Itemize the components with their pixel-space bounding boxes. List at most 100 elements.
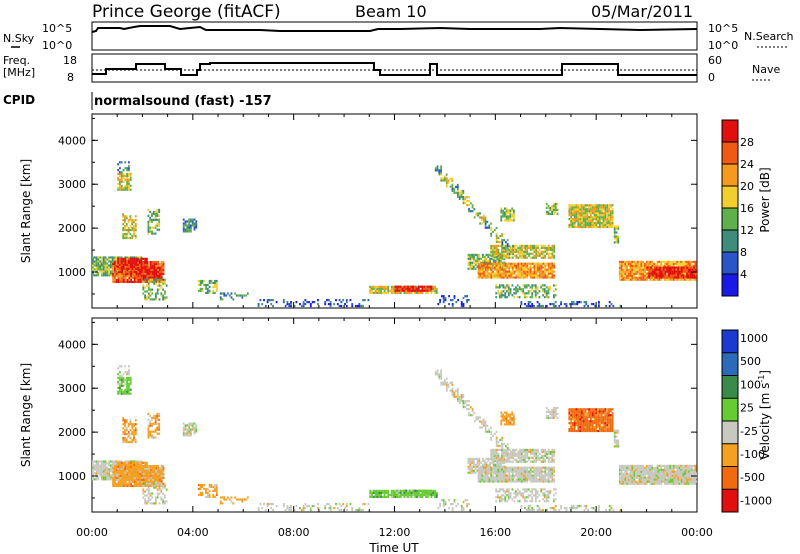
data-cell xyxy=(188,226,190,229)
data-cell xyxy=(499,254,502,257)
data-cell xyxy=(467,471,470,474)
data-cell xyxy=(101,266,103,269)
data-cell xyxy=(125,440,128,444)
data-cell xyxy=(119,382,121,385)
data-cell xyxy=(122,186,125,189)
data-cell xyxy=(122,433,125,436)
data-cell xyxy=(537,250,539,253)
data-cell xyxy=(398,495,400,498)
data-cell xyxy=(97,478,100,481)
data-cell xyxy=(389,493,391,496)
data-cell xyxy=(150,469,152,472)
data-cell xyxy=(156,426,159,429)
data-cell xyxy=(133,460,136,463)
data-cell xyxy=(201,289,204,292)
data-cell xyxy=(678,260,681,263)
data-cell xyxy=(345,503,348,506)
data-cell xyxy=(493,266,496,269)
data-cell xyxy=(483,276,485,279)
data-cell xyxy=(362,503,364,506)
data-cell xyxy=(490,226,493,229)
data-cell xyxy=(155,498,157,501)
data-cell xyxy=(126,384,128,387)
data-cell xyxy=(444,179,446,182)
data-cell xyxy=(547,286,550,289)
data-cell xyxy=(387,291,390,294)
data-cell xyxy=(160,265,163,268)
data-cell xyxy=(208,291,211,294)
data-cell xyxy=(551,210,553,213)
data-cell xyxy=(627,270,630,273)
data-cell xyxy=(135,274,138,278)
data-cell xyxy=(126,482,129,485)
data-cell xyxy=(495,226,498,229)
data-cell xyxy=(119,276,122,279)
data-cell xyxy=(152,416,155,419)
data-cell xyxy=(362,304,364,308)
data-cell xyxy=(135,478,138,482)
data-cell xyxy=(129,259,132,262)
data-cell xyxy=(554,202,557,206)
data-cell xyxy=(565,304,568,308)
data-cell xyxy=(481,216,483,219)
data-cell xyxy=(154,218,157,221)
data-cell xyxy=(102,256,105,259)
data-cell xyxy=(122,263,125,266)
data-cell xyxy=(149,298,152,301)
data-cell xyxy=(631,278,634,281)
data-cell xyxy=(428,287,431,290)
data-cell xyxy=(549,268,552,271)
data-cell xyxy=(115,460,118,463)
data-cell xyxy=(544,248,547,251)
data-cell xyxy=(489,253,491,256)
data-cell xyxy=(122,427,125,430)
data-cell xyxy=(511,272,514,275)
nsky-trace xyxy=(91,25,698,33)
data-cell xyxy=(653,262,655,265)
data-cell xyxy=(502,272,505,275)
data-cell xyxy=(434,489,436,492)
data-cell xyxy=(144,268,147,271)
data-cell xyxy=(551,256,554,259)
data-cell xyxy=(444,503,447,506)
data-cell xyxy=(451,507,454,510)
data-cell xyxy=(538,272,541,275)
data-cell xyxy=(149,422,152,425)
data-cell xyxy=(498,292,501,295)
data-cell xyxy=(439,503,441,506)
data-cell xyxy=(147,282,150,285)
data-cell xyxy=(383,491,386,494)
data-cell xyxy=(125,225,128,228)
data-cell xyxy=(469,461,472,464)
data-cell xyxy=(151,424,153,427)
data-cell xyxy=(130,274,132,278)
data-cell xyxy=(117,474,120,478)
data-cell xyxy=(645,260,648,263)
data-cell xyxy=(492,250,494,253)
data-cell xyxy=(123,272,125,276)
data-cell xyxy=(582,210,585,213)
data-cell xyxy=(588,222,590,225)
data-cell xyxy=(212,281,215,285)
data-cell xyxy=(126,376,128,379)
data-cell xyxy=(230,500,233,503)
data-cell xyxy=(205,283,207,287)
data-cell xyxy=(146,502,148,505)
data-cell xyxy=(642,272,645,275)
data-cell xyxy=(595,216,598,219)
data-cell xyxy=(125,427,128,430)
data-cell xyxy=(124,257,127,260)
data-cell xyxy=(408,291,411,294)
data-cell xyxy=(146,480,149,483)
data-cell xyxy=(646,268,649,271)
data-cell xyxy=(626,274,628,277)
data-cell xyxy=(492,262,494,265)
data-cell xyxy=(586,220,589,223)
data-cell xyxy=(124,482,127,485)
data-cell xyxy=(528,270,530,273)
data-cell xyxy=(535,252,538,255)
data-cell xyxy=(520,268,523,271)
data-cell xyxy=(473,255,475,258)
data-cell xyxy=(104,256,107,259)
data-cell xyxy=(197,487,200,491)
